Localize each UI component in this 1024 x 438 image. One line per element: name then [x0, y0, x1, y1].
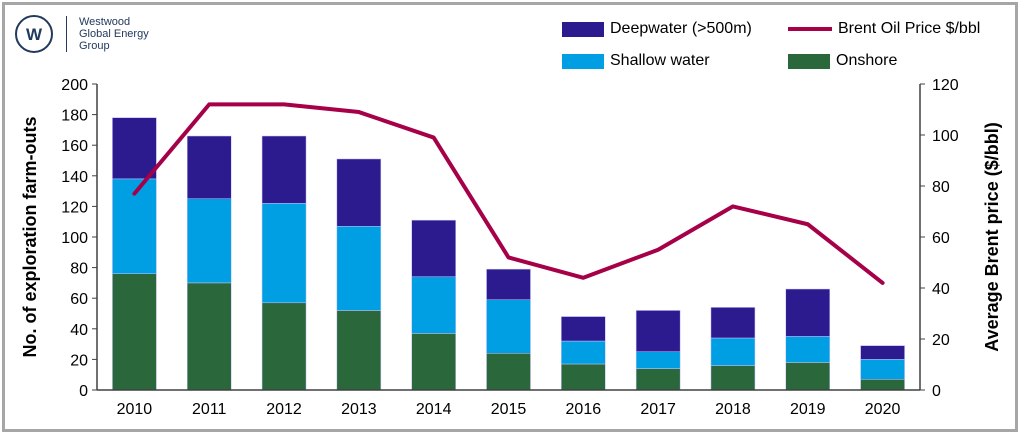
legend-label-shallow: Shallow water: [610, 52, 710, 69]
bar-onshore-2010: [112, 273, 157, 391]
westwood-logo: W Westwood Global Energy Group: [14, 14, 149, 54]
logo-line-2: Global Energy: [79, 28, 149, 40]
legend-label-brent: Brent Oil Price $/bbl: [838, 20, 981, 37]
bar-deepwater-2010: [112, 117, 157, 180]
bar-shallow-2018: [710, 337, 756, 366]
bar-onshore-2013: [336, 310, 382, 391]
x-tick-label: 2015: [491, 401, 527, 418]
bar-onshore-2020: [860, 379, 905, 391]
y-tick-label: 180: [61, 108, 88, 125]
y-right-tick-label: 120: [932, 77, 959, 94]
y-tick-label: 60: [70, 291, 88, 308]
bar-onshore-2019: [785, 362, 831, 391]
legend-swatch-deepwater: [562, 21, 604, 37]
bar-shallow-2012: [261, 203, 307, 304]
x-tick-label: 2017: [640, 401, 676, 418]
logo-line-3: Group: [79, 40, 110, 52]
logo-mark-icon: W: [15, 15, 53, 53]
y-right-tick-label: 0: [932, 383, 941, 400]
bar-deepwater-2014: [411, 219, 456, 278]
y-tick-label: 160: [61, 138, 88, 155]
bar-deepwater-2017: [635, 310, 681, 353]
bar-shallow-2017: [635, 351, 681, 369]
y-axis-right-label: Average Brent price ($/bbl): [982, 122, 1002, 351]
bar-deepwater-2020: [860, 345, 905, 360]
bar-shallow-2015: [486, 299, 531, 354]
chart-frame: [2, 2, 1018, 432]
legend-label-onshore: Onshore: [836, 52, 898, 69]
svg-text:W: W: [26, 25, 43, 44]
brent-price-line: [132, 102, 885, 285]
bar-shallow-2020: [860, 359, 905, 380]
bar-onshore-2018: [710, 365, 756, 391]
bar-onshore-2016: [561, 363, 606, 391]
x-tick-label: 2019: [790, 401, 826, 418]
bar-shallow-2013: [336, 226, 382, 311]
legend-brent: Brent Oil Price $/bbl: [788, 20, 980, 38]
x-tick-label: 2020: [865, 401, 901, 418]
bar-onshore-2011: [186, 282, 232, 391]
bar-onshore-2012: [261, 302, 307, 391]
bar-shallow-2019: [785, 336, 831, 363]
y-tick-label: 80: [70, 261, 88, 278]
y-tick-label: 20: [70, 352, 88, 369]
y-right-tick-label: 20: [932, 332, 950, 349]
x-tick-label: 2018: [715, 401, 751, 418]
x-tick-label: 2016: [566, 401, 602, 418]
y-right-tick-label: 80: [932, 179, 950, 196]
legend-swatch-shallow: [562, 53, 604, 69]
bar-deepwater-2015: [486, 268, 531, 300]
bar-onshore-2014: [411, 333, 456, 391]
y-right-tick-label: 40: [932, 281, 950, 298]
bar-deepwater-2013: [336, 158, 382, 227]
legend-swatch-brent: [788, 27, 832, 31]
legend-shallow: Shallow water: [562, 52, 710, 70]
bar-deepwater-2018: [710, 307, 756, 339]
x-tick-label: 2014: [416, 401, 452, 418]
y-right-tick-label: 100: [932, 128, 959, 145]
bar-deepwater-2012: [261, 135, 307, 204]
bar-deepwater-2011: [186, 135, 232, 200]
y-tick-label: 140: [61, 169, 88, 186]
bar-deepwater-2019: [785, 288, 831, 337]
legend-deepwater: Deepwater (>500m): [562, 20, 752, 38]
y-tick-label: 120: [61, 199, 88, 216]
bar-shallow-2011: [186, 198, 232, 284]
y-axis-label: No. of exploration farm-outs: [20, 116, 40, 357]
y-tick-label: 40: [70, 322, 88, 339]
y-tick-label: 0: [79, 383, 88, 400]
logo-line-1: Westwood: [79, 16, 131, 28]
y-tick-label: 100: [61, 230, 88, 247]
x-tick-label: 2011: [192, 401, 227, 418]
bar-onshore-2015: [486, 353, 531, 391]
bar-shallow-2016: [561, 340, 606, 365]
bar-deepwater-2016: [561, 316, 606, 342]
y-right-tick-label: 60: [932, 230, 950, 247]
bar-shallow-2014: [411, 276, 456, 334]
legend-swatch-onshore: [788, 53, 830, 69]
y-tick-label: 200: [61, 77, 88, 94]
x-tick-label: 2012: [266, 401, 302, 418]
legend-label-deepwater: Deepwater (>500m): [610, 20, 752, 37]
x-tick-label: 2010: [117, 401, 153, 418]
bar-onshore-2017: [635, 368, 681, 391]
legend-onshore: Onshore: [788, 52, 897, 70]
x-tick-label: 2013: [341, 401, 377, 418]
